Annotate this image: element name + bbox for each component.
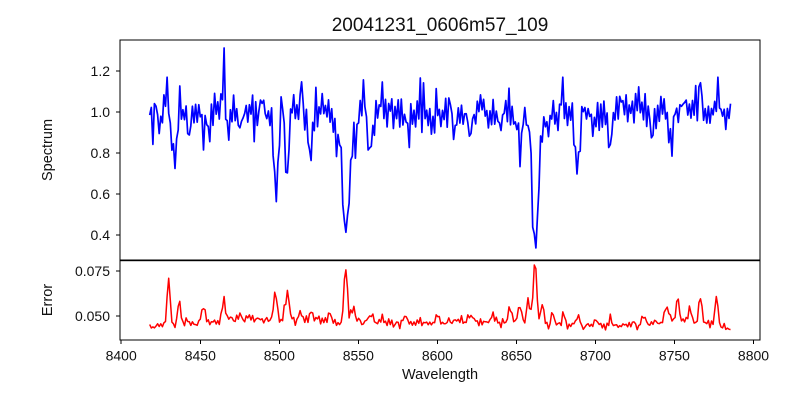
svg-text:20041231_0606m57_109: 20041231_0606m57_109 [332, 15, 549, 36]
svg-text:8500: 8500 [264, 348, 295, 364]
svg-text:Wavelength: Wavelength [402, 367, 478, 383]
svg-text:8800: 8800 [738, 348, 769, 364]
svg-text:8400: 8400 [106, 348, 137, 364]
svg-text:8650: 8650 [501, 348, 532, 364]
svg-text:8750: 8750 [659, 348, 690, 364]
svg-text:8550: 8550 [343, 348, 374, 364]
svg-text:1.0: 1.0 [91, 104, 111, 120]
svg-text:1.2: 1.2 [91, 63, 111, 79]
svg-text:0.8: 0.8 [91, 145, 111, 161]
svg-text:0.050: 0.050 [75, 308, 110, 324]
svg-text:Error: Error [40, 284, 56, 316]
svg-text:0.4: 0.4 [91, 227, 111, 243]
svg-text:8600: 8600 [422, 348, 453, 364]
svg-text:8450: 8450 [185, 348, 216, 364]
svg-text:Spectrum: Spectrum [40, 119, 56, 181]
svg-text:0.6: 0.6 [91, 186, 111, 202]
svg-text:8700: 8700 [580, 348, 611, 364]
svg-text:0.075: 0.075 [75, 263, 110, 279]
